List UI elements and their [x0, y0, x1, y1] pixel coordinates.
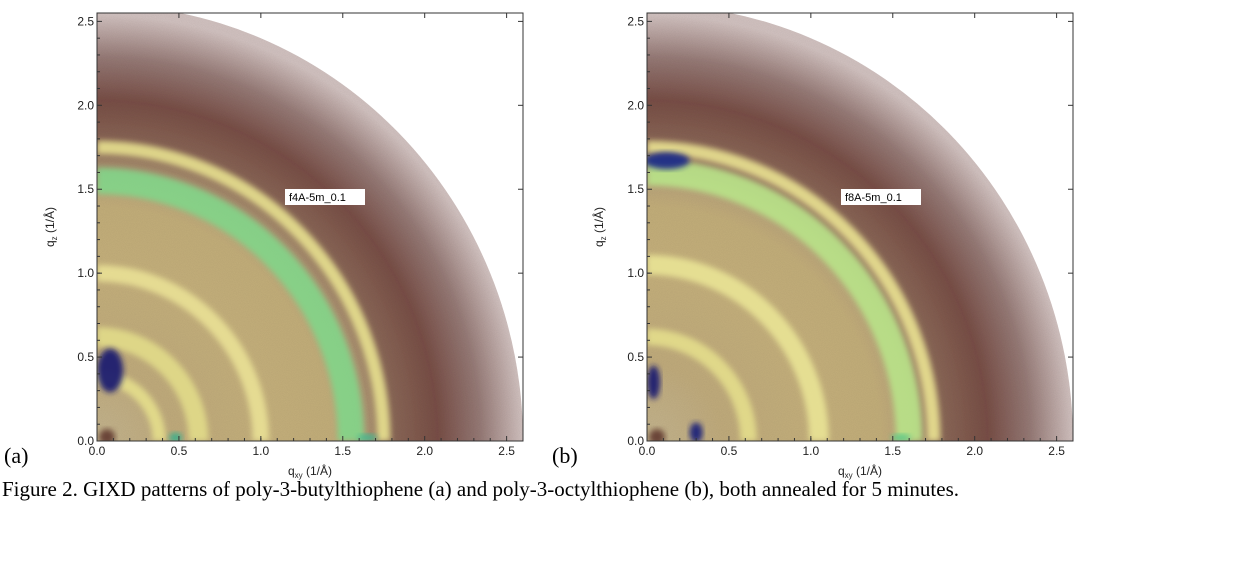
scattering-ring	[647, 140, 941, 441]
intensity-hotspot	[891, 434, 911, 441]
beamstop-shadow	[99, 429, 115, 441]
x-axis-label: qxy (1/Å)	[838, 463, 882, 480]
x-tick-label: 0.5	[171, 444, 188, 458]
x-tick-label: 1.5	[884, 444, 901, 458]
intensity-hotspot	[357, 434, 378, 441]
beamstop-shadow	[649, 429, 665, 441]
y-tick-label: 0.0	[77, 434, 94, 448]
scattering-ring	[97, 327, 209, 441]
figure-caption: Figure 2. GIXD patterns of poly-3-butylt…	[2, 477, 960, 501]
panel-label-b: (b)	[552, 443, 578, 468]
x-tick-label: 1.0	[253, 444, 270, 458]
y-tick-label: 0.5	[627, 350, 644, 364]
y-tick-label: 2.0	[627, 98, 644, 112]
x-tick-label: 2.5	[1048, 444, 1065, 458]
x-tick-label: 2.0	[416, 444, 433, 458]
gixd-panel-a: 0.0 0.5 1.0 1.5 2.0 2.5 0.0 0.5 1.0 1.5 2.0 2.5 qxy …	[42, 12, 524, 480]
scattering-ring	[97, 140, 391, 441]
sample-annotation: f8A-5m_0.1	[845, 192, 902, 204]
scattering-ring	[97, 167, 365, 441]
y-tick-label: 2.5	[627, 14, 644, 28]
x-tick-label: 0.0	[89, 444, 106, 458]
x-tick-label: 2.5	[498, 444, 515, 458]
scattering-ring	[647, 328, 757, 441]
heatmap-image	[647, 13, 1073, 441]
annotation-box	[285, 189, 365, 205]
figure-canvas: 0.0 0.5 1.0 1.5 2.0 2.5 0.0 0.5 1.0 1.5 2.0 2.5 qxy …	[42, 12, 1074, 480]
y-tick-label: 1.0	[77, 266, 94, 280]
intensity-hotspot	[647, 152, 690, 170]
x-tick-label: 0.5	[721, 444, 738, 458]
heatmap-image	[97, 13, 523, 441]
y-tick-label: 0.0	[627, 434, 644, 448]
y-axis-label: qz (1/Å)	[591, 207, 608, 247]
annotation-box	[841, 189, 921, 205]
panel-label-a: (a)	[4, 443, 29, 468]
x-tick-label: 1.5	[334, 444, 351, 458]
gixd-panel-b: 0.0 0.5 1.0 1.5 2.0 2.5 0.0 0.5 1.0 1.5 2.0 2.5 qxy …	[591, 12, 1074, 480]
x-tick-label: 1.0	[803, 444, 820, 458]
detector-area	[97, 13, 523, 441]
scattering-ring	[647, 159, 923, 441]
detector-area	[647, 13, 1073, 441]
sample-annotation: f4A-5m_0.1	[289, 192, 346, 204]
scattering-ring	[647, 254, 829, 441]
y-tick-label: 1.5	[627, 182, 644, 196]
y-tick-label: 2.0	[77, 98, 94, 112]
intensity-hotspot	[647, 365, 661, 400]
intensity-hotspot	[689, 422, 703, 441]
y-tick-label: 0.5	[77, 350, 94, 364]
x-tick-label: 0.0	[639, 444, 656, 458]
x-axis-label: qxy (1/Å)	[288, 463, 332, 480]
x-tick-label: 2.0	[966, 444, 983, 458]
y-tick-label: 1.5	[77, 182, 94, 196]
intensity-hotspot	[97, 348, 124, 393]
y-axis-label: qz (1/Å)	[42, 207, 59, 247]
scattering-ring	[97, 264, 270, 441]
y-tick-label: 2.5	[77, 14, 94, 28]
y-tick-label: 1.0	[627, 266, 644, 280]
